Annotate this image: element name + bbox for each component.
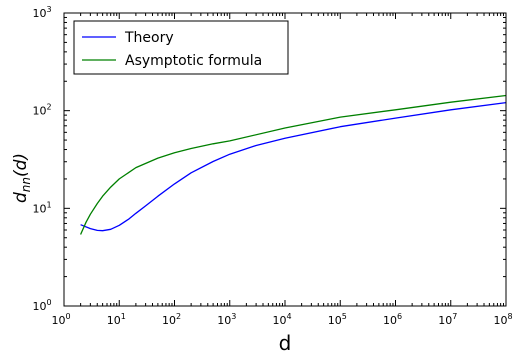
- x-axis-label: d: [279, 331, 292, 355]
- legend: Theory Asymptotic formula: [73, 20, 289, 75]
- tick-labels: 100 101 102 103 104 105 106 107 108 100 101 102 103: [32, 5, 512, 327]
- x-tick-label: 106: [383, 312, 402, 327]
- x-tick-label: 100: [51, 312, 70, 327]
- y-axis-label: dnn(d): [11, 153, 33, 203]
- legend-label-asymptotic: Asymptotic formula: [125, 53, 262, 69]
- y-axis-label-arg: (d): [11, 153, 31, 177]
- x-tick-label: 101: [107, 312, 126, 327]
- legend-label-theory: Theory: [124, 30, 174, 46]
- x-tick-label: 104: [272, 312, 291, 327]
- y-axis-label-sub: nn: [19, 177, 33, 192]
- x-tick-label: 102: [162, 312, 181, 327]
- y-tick-label: 101: [32, 200, 51, 215]
- series-layer: [80, 94, 507, 235]
- y-tick-label: 102: [32, 103, 51, 118]
- y-tick-label: 103: [32, 5, 51, 20]
- x-tick-label: 107: [438, 312, 457, 327]
- series-line-asymptotic: [80, 94, 507, 235]
- x-tick-label: 108: [493, 312, 512, 327]
- y-tick-label: 100: [32, 298, 51, 313]
- x-tick-label: 105: [328, 312, 347, 327]
- svg-text:dnn(d): dnn(d): [11, 153, 33, 203]
- x-tick-label: 103: [217, 312, 236, 327]
- y-axis-label-base: d: [11, 192, 31, 203]
- ticks-layer: [63, 12, 507, 307]
- legend-box: [73, 20, 289, 75]
- series-line-theory: [80, 101, 507, 232]
